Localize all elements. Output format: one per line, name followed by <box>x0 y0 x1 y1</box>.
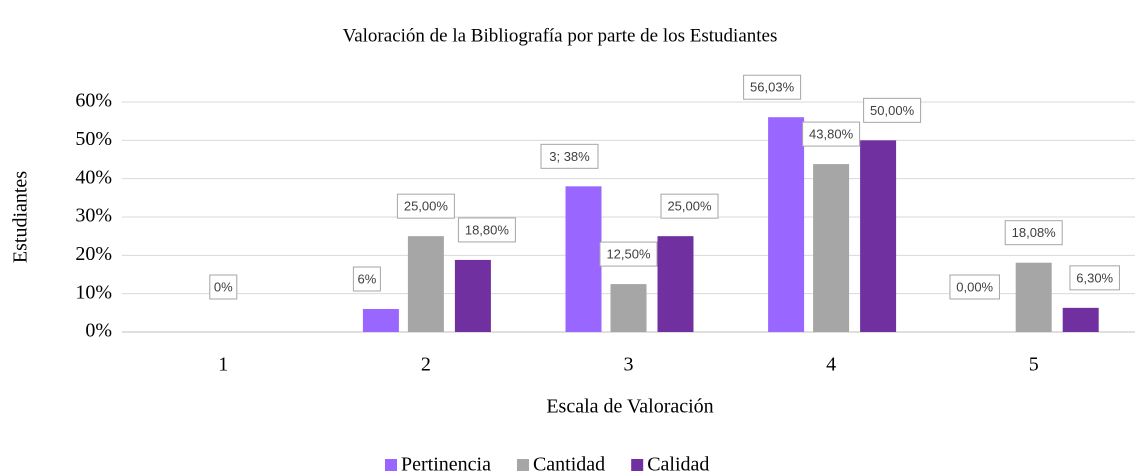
data-label: 25,00% <box>667 199 712 214</box>
y-axis-title: Estudiantes <box>10 171 32 263</box>
y-tick-label: 30% <box>75 205 112 227</box>
data-label-box <box>660 193 719 219</box>
bar <box>768 117 805 333</box>
data-label: 50,00% <box>870 103 915 118</box>
legend-label: Cantidad <box>533 454 605 476</box>
bar <box>454 259 491 332</box>
data-label: 6% <box>358 271 377 286</box>
data-label-box <box>352 266 381 292</box>
bar <box>362 309 399 332</box>
data-label-box <box>599 241 658 267</box>
y-tick-label: 10% <box>75 281 112 303</box>
data-label: 25,00% <box>404 199 449 214</box>
x-tick-label: 4 <box>826 354 836 376</box>
bar <box>1015 262 1052 332</box>
legend-label: Pertinencia <box>401 454 491 476</box>
y-tick-label: 0% <box>85 320 112 342</box>
chart-title: Valoración de la Bibliografía por parte … <box>343 25 778 46</box>
y-tick-label: 50% <box>75 128 112 150</box>
data-label: 0% <box>214 279 233 294</box>
data-label-box <box>802 121 861 147</box>
data-label-box <box>743 74 802 100</box>
y-tick-label: 40% <box>75 166 112 188</box>
x-tick-label: 1 <box>218 354 228 376</box>
data-label-box <box>457 217 516 243</box>
x-tick-label: 3 <box>624 354 634 376</box>
x-tick-label: 2 <box>421 354 431 376</box>
bar <box>565 186 602 332</box>
data-label-box <box>1069 265 1120 291</box>
y-tick-label: 60% <box>75 90 112 112</box>
data-label-box <box>209 274 238 300</box>
data-label: 56,03% <box>750 80 795 95</box>
x-axis-title: Escala de Valoración <box>546 396 713 418</box>
bar <box>610 284 647 332</box>
data-label-box <box>949 274 1000 300</box>
y-tick-label: 20% <box>75 243 112 265</box>
data-label: 6,30% <box>1076 270 1113 285</box>
data-label-box <box>863 97 922 123</box>
bar <box>860 140 897 332</box>
legend-swatch <box>631 459 644 471</box>
data-label: 18,08% <box>1012 225 1057 240</box>
x-tick-label: 5 <box>1029 354 1039 376</box>
legend-swatch <box>385 459 397 471</box>
bar <box>1062 307 1099 332</box>
bar <box>657 236 694 332</box>
bar <box>813 164 850 332</box>
data-label-box <box>1004 220 1063 246</box>
data-label-box <box>396 193 455 219</box>
legend-label: Calidad <box>647 454 709 476</box>
data-label: 43,80% <box>809 127 854 142</box>
legend-swatch <box>516 459 529 471</box>
bar <box>407 236 444 332</box>
data-label: 18,80% <box>465 222 510 237</box>
data-label: 0,00% <box>956 279 993 294</box>
data-label: 12,50% <box>606 247 651 262</box>
data-label-box <box>540 143 599 169</box>
data-label: 3; 38% <box>549 149 590 164</box>
